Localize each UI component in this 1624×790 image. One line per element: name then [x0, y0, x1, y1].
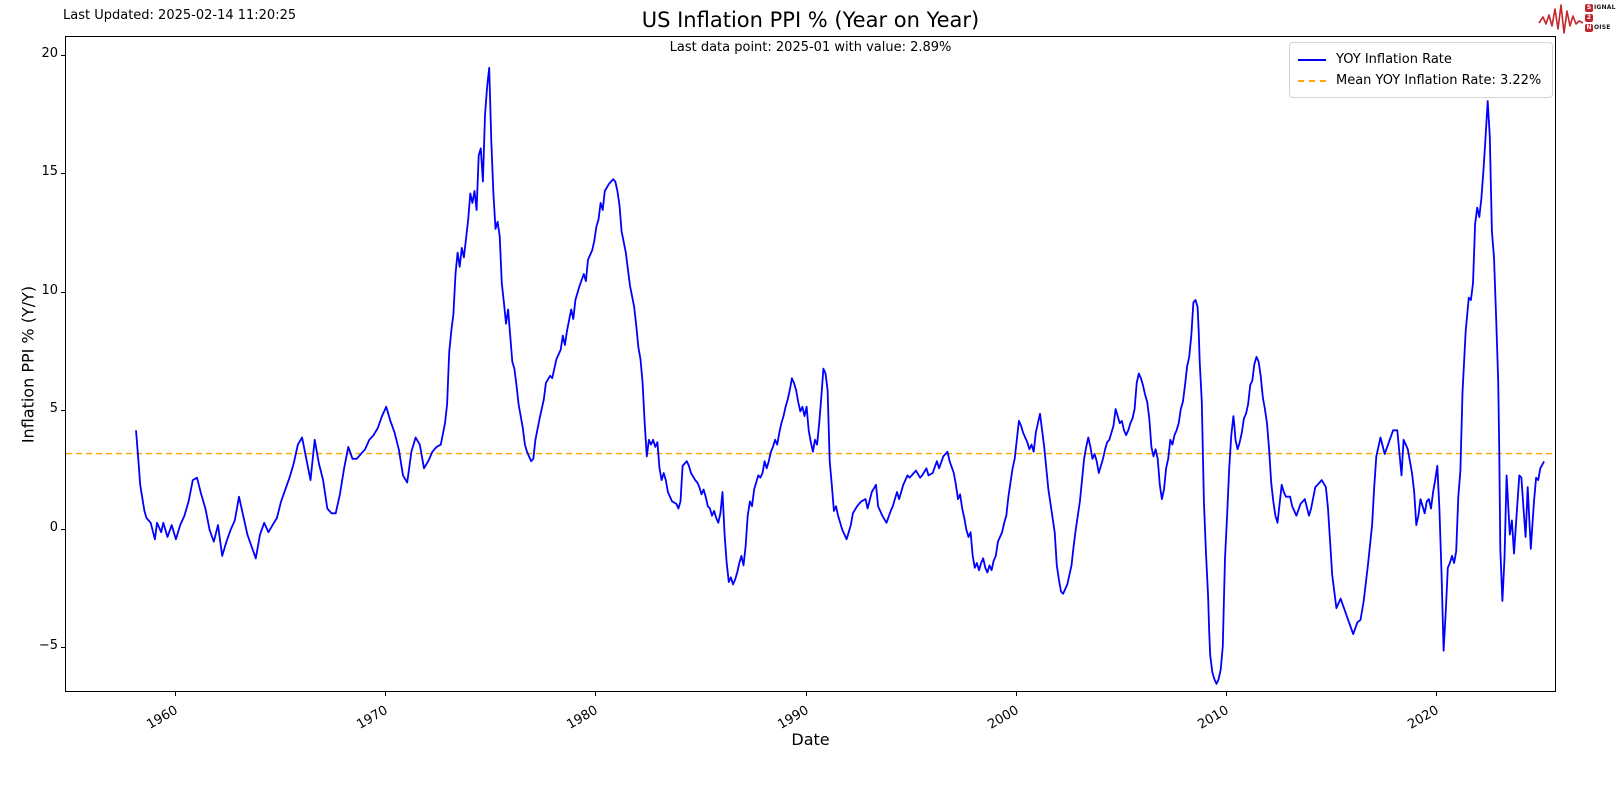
x-tick-mark — [1015, 692, 1017, 696]
signal2noise-logo: S IGNAL 2 N OISE — [1538, 2, 1622, 36]
x-tick-mark — [385, 692, 387, 696]
orange-dashed-swatch — [1298, 79, 1326, 82]
x-tick-mark — [595, 692, 597, 696]
logo-row-noise: N OISE — [1585, 24, 1611, 32]
legend: YOY Inflation Rate Mean YOY Inflation Ra… — [1289, 42, 1553, 98]
x-axis-label: Date — [791, 730, 830, 749]
chart-title: US Inflation PPI % (Year on Year) — [641, 8, 980, 32]
logo-badge-2: 2 — [1585, 14, 1593, 22]
y-tick-mark — [61, 410, 65, 412]
y-tick-label: 10 — [41, 282, 58, 298]
y-tick-label: 0 — [49, 519, 58, 535]
yoy-inflation-line — [135, 66, 1545, 685]
x-tick-mark — [805, 692, 807, 696]
logo-badge-n: N — [1585, 24, 1593, 32]
y-tick-mark — [61, 647, 65, 649]
pulse-waveform-icon — [1538, 4, 1584, 34]
legend-series-label: YOY Inflation Rate — [1336, 52, 1452, 67]
legend-mean-label: Mean YOY Inflation Rate: 3.22% — [1336, 73, 1542, 88]
x-tick-mark — [1436, 692, 1438, 696]
y-tick-label: 15 — [41, 164, 58, 180]
x-tick-mark — [1226, 692, 1228, 696]
plot-area — [65, 36, 1556, 692]
y-tick-label: 20 — [41, 45, 58, 61]
y-tick-mark — [61, 54, 65, 56]
y-tick-mark — [61, 173, 65, 175]
legend-item-series: YOY Inflation Rate — [1298, 49, 1542, 70]
logo-row-2: 2 — [1585, 13, 1616, 23]
logo-text: S IGNAL 2 N OISE — [1585, 3, 1616, 33]
chart-subtitle: Last data point: 2025-01 with value: 2.8… — [669, 40, 952, 55]
blue-line-swatch — [1298, 58, 1326, 61]
y-axis-label: Inflation PPI % (Y/Y) — [18, 285, 38, 444]
legend-item-mean: Mean YOY Inflation Rate: 3.22% — [1298, 70, 1542, 91]
y-tick-mark — [61, 291, 65, 293]
y-tick-mark — [61, 528, 65, 530]
y-tick-label: 5 — [49, 401, 58, 417]
line-chart — [66, 66, 1555, 685]
logo-badge-s: S — [1585, 4, 1593, 12]
x-tick-mark — [174, 692, 176, 696]
y-tick-label: −5 — [38, 638, 58, 654]
last-updated-text: Last Updated: 2025-02-14 11:20:25 — [63, 8, 297, 23]
logo-row-signal: S IGNAL — [1585, 4, 1616, 12]
